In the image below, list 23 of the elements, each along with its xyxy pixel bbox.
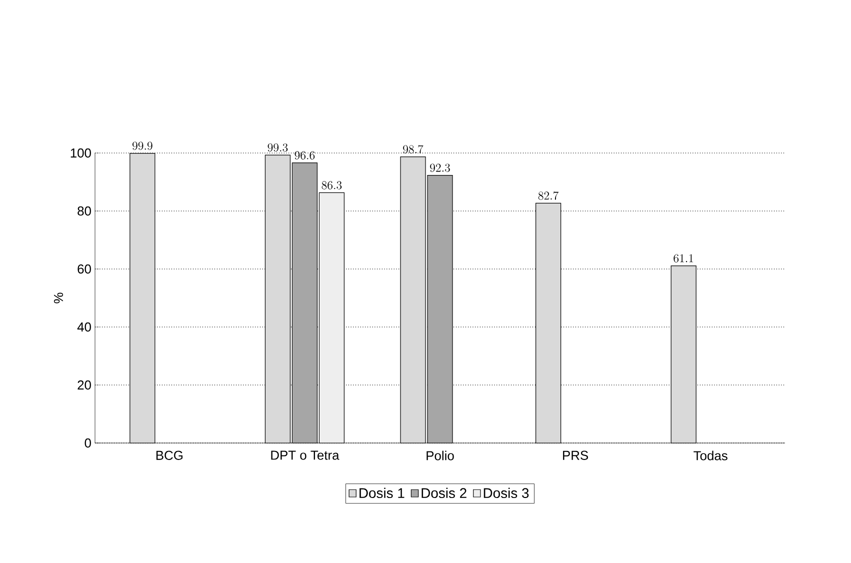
y-tick-label: 0 xyxy=(84,438,91,448)
y-tick-label: 100 xyxy=(70,148,91,158)
y-tick-label: 40 xyxy=(77,322,91,332)
x-tick-label: Polio xyxy=(426,450,454,460)
data-label: 99.9 xyxy=(132,142,152,150)
data-label: 92.3 xyxy=(430,164,450,172)
x-tick-label: PRS xyxy=(563,450,588,460)
x-tick-label: BCG xyxy=(156,450,182,460)
legend-label: Dosis 3 xyxy=(484,488,529,498)
data-label: 96.6 xyxy=(294,151,315,160)
data-label: 86.3 xyxy=(322,181,342,190)
data-label: 82.7 xyxy=(538,191,559,200)
x-tick-label: DPT o Tetra xyxy=(271,450,340,460)
legend-label: Dosis 2 xyxy=(422,488,466,498)
x-tick-label: Todas xyxy=(694,450,728,460)
data-label: 61 . 1 xyxy=(674,254,694,262)
data-label: 98.7 xyxy=(403,145,424,154)
y-axis-title: % xyxy=(54,292,64,304)
y-tick-label: 80 xyxy=(78,206,91,216)
y-tick-label: 20 xyxy=(78,380,91,390)
legend-label: Dosis 1 xyxy=(360,488,404,498)
data-label: 99.3 xyxy=(268,143,288,152)
y-tick-label: 60 xyxy=(78,264,91,274)
